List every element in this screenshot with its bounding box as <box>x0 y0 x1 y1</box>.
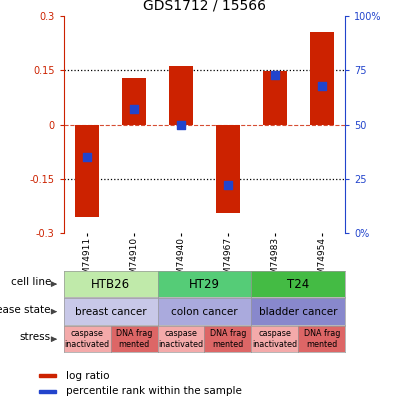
Text: HTB26: HTB26 <box>91 277 130 291</box>
Point <box>131 106 137 113</box>
Text: breast cancer: breast cancer <box>75 307 146 317</box>
Text: DNA frag
mented: DNA frag mented <box>210 330 246 349</box>
Bar <box>39 390 56 393</box>
Bar <box>39 374 56 377</box>
Text: percentile rank within the sample: percentile rank within the sample <box>66 386 242 396</box>
Title: GDS1712 / 15566: GDS1712 / 15566 <box>143 0 266 12</box>
Point <box>319 82 325 89</box>
Text: T24: T24 <box>287 277 309 291</box>
Text: colon cancer: colon cancer <box>171 307 238 317</box>
Text: DNA frag
mented: DNA frag mented <box>304 330 340 349</box>
Bar <box>122 78 146 125</box>
Text: caspase
inactivated: caspase inactivated <box>65 330 110 349</box>
Text: log ratio: log ratio <box>66 371 109 381</box>
Point <box>84 154 90 160</box>
Text: HT29: HT29 <box>189 277 220 291</box>
Text: DNA frag
mented: DNA frag mented <box>116 330 152 349</box>
Text: bladder cancer: bladder cancer <box>259 307 337 317</box>
Point <box>178 122 184 128</box>
Text: stress: stress <box>20 332 51 342</box>
Text: disease state: disease state <box>0 305 51 315</box>
Bar <box>263 71 286 125</box>
Point <box>272 71 278 78</box>
Point <box>225 182 231 188</box>
Text: cell line: cell line <box>11 277 51 287</box>
Bar <box>169 66 193 125</box>
Bar <box>76 125 99 217</box>
Bar <box>310 32 333 125</box>
Text: caspase
inactivated: caspase inactivated <box>252 330 298 349</box>
Text: caspase
inactivated: caspase inactivated <box>159 330 203 349</box>
Bar <box>216 125 240 213</box>
